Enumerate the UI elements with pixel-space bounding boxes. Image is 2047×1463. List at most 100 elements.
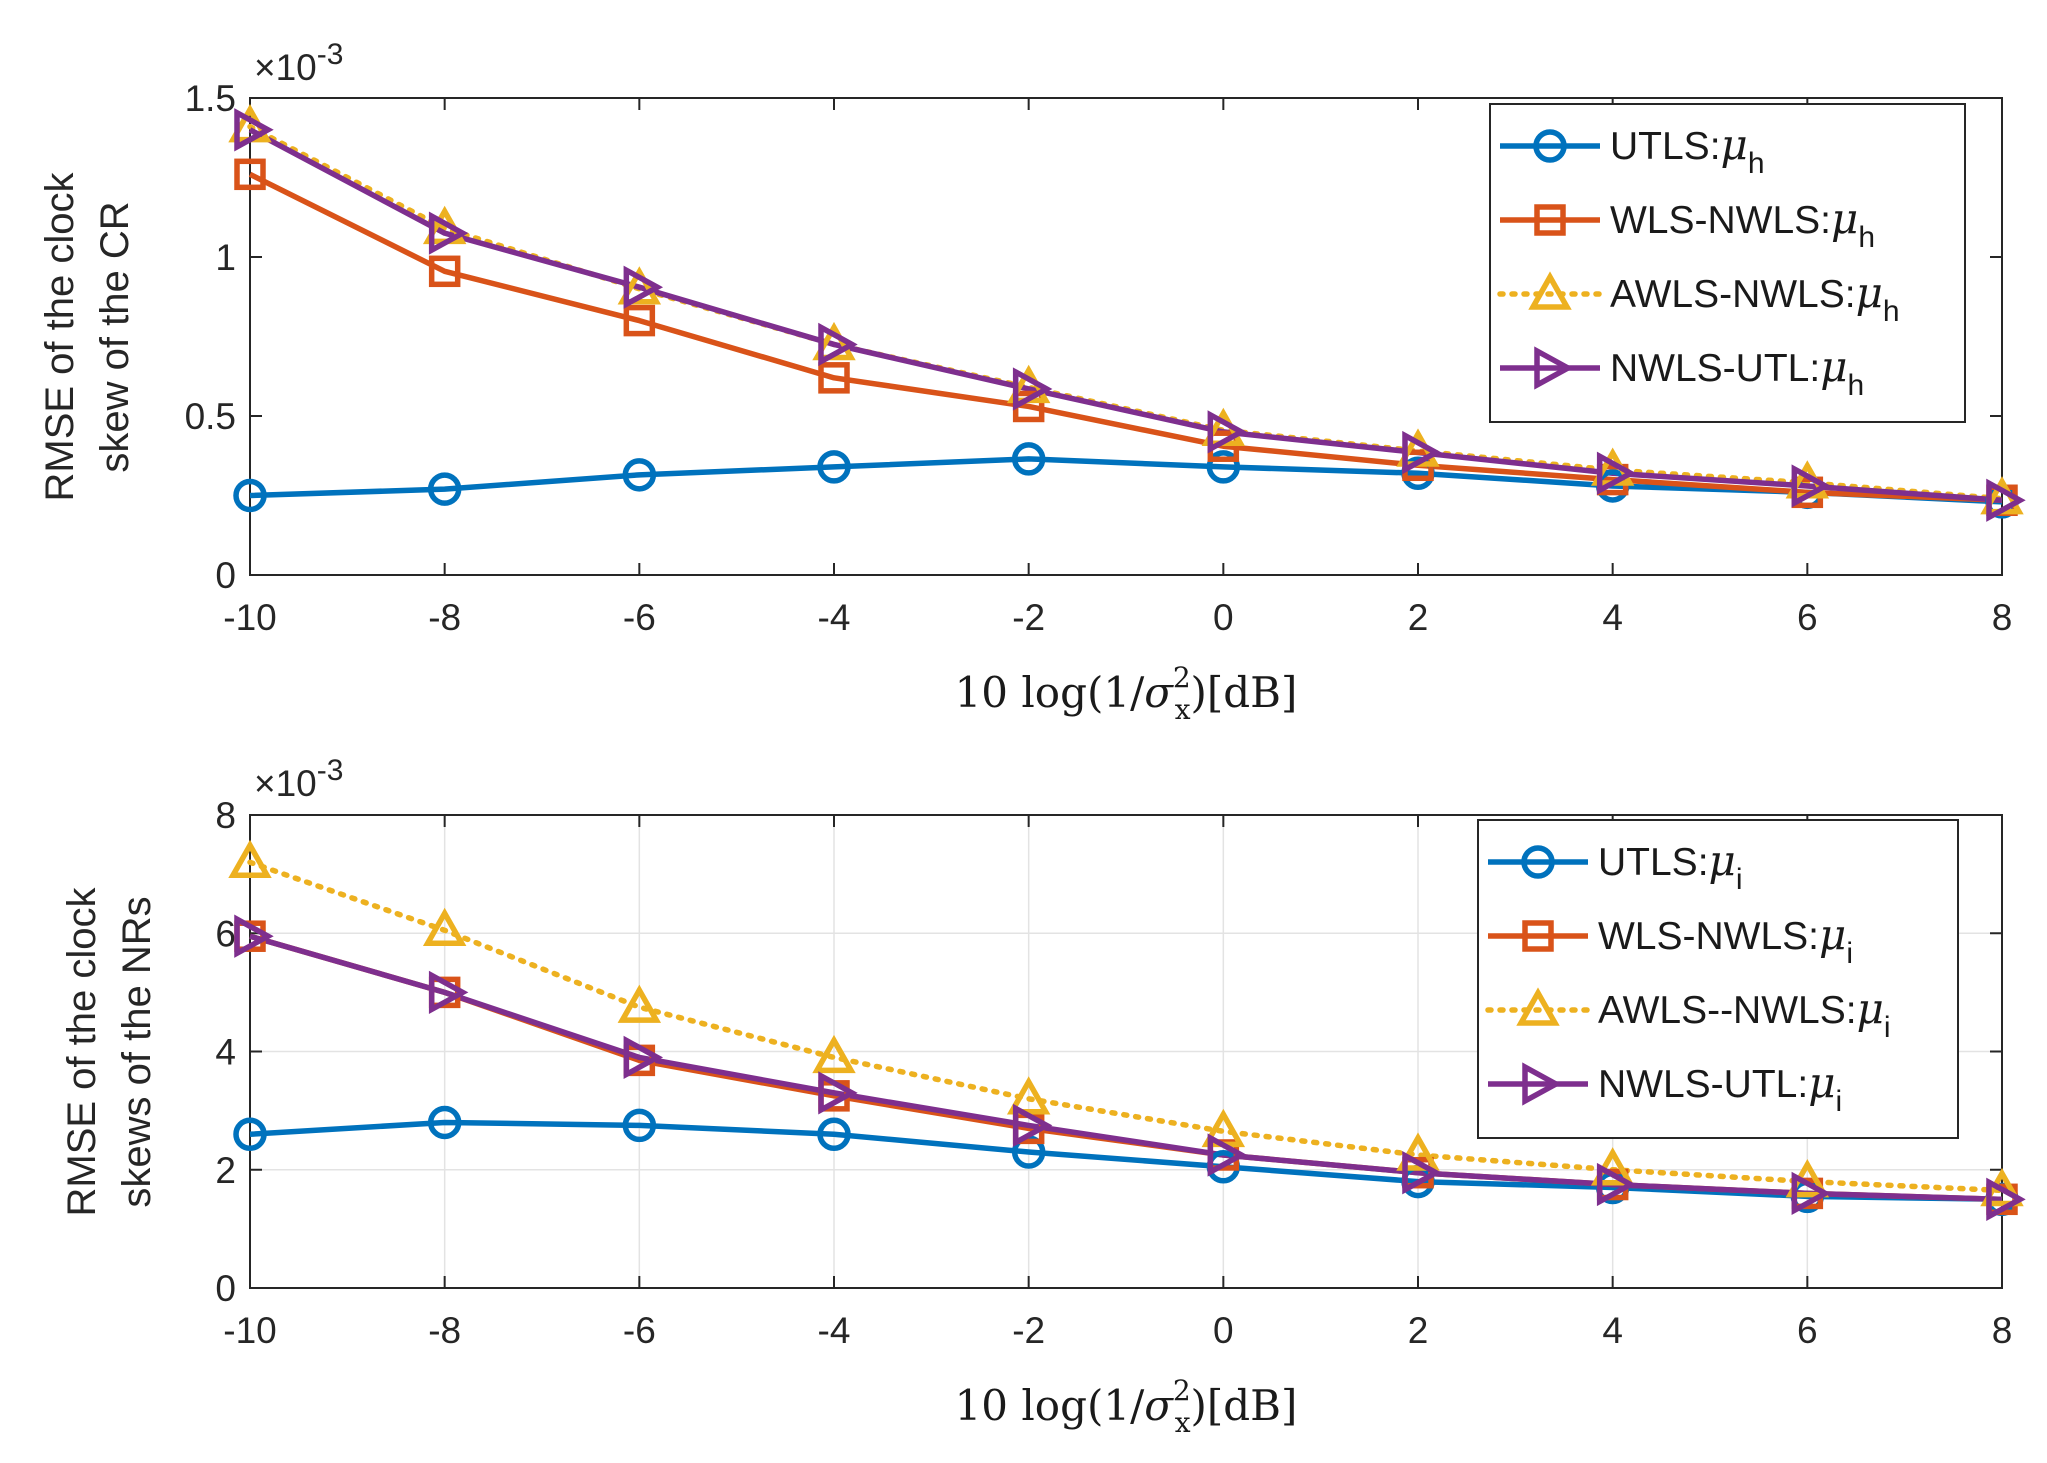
legend-label-name: UTLS:: [1610, 125, 1721, 168]
x-label-sigma: σ: [1144, 668, 1174, 717]
data-point: [1986, 1177, 2026, 1221]
legend-label-sub: i: [1835, 1085, 1842, 1118]
legend-label-utls: UTLS:μh: [1610, 120, 1765, 180]
data-point: [1791, 1171, 1832, 1216]
data-point: [1402, 430, 1442, 475]
x-tick-label: 8: [1992, 1310, 2013, 1351]
legend-label-name: WLS-NWLS:: [1598, 915, 1819, 958]
x-label-sup: 2: [1173, 1374, 1191, 1407]
x-axis-label: 10 log(1/σ2 x)[dB]: [955, 1374, 1298, 1439]
x-tick-label: -4: [818, 1310, 851, 1351]
legend-label-sub: h: [1858, 221, 1875, 254]
x-tick-label: 4: [1602, 597, 1623, 638]
legend-label-nwls_utl: NWLS-UTL:μi: [1598, 1058, 1842, 1118]
legend-label-sub: i: [1736, 863, 1743, 896]
data-point: [817, 1117, 851, 1152]
y-tick-label: 8: [215, 795, 236, 836]
data-point: [817, 450, 851, 484]
x-tick-label: -6: [623, 597, 656, 638]
y-exponent-base: ×10: [254, 763, 317, 804]
data-point: [422, 907, 467, 947]
data-point: [1986, 478, 2026, 522]
data-point: [1012, 367, 1053, 411]
legend-label-sub: i: [1846, 937, 1853, 970]
legend-label-name: NWLS-UTL:: [1610, 347, 1820, 390]
series-group: [228, 839, 2026, 1221]
legend-marker-wls_nwls: [1534, 204, 1566, 236]
legend-label-mu: μ: [1856, 268, 1883, 317]
series-line-wls_nwls: [248, 171, 2003, 504]
legend-marker-nwls_utl: [1522, 1062, 1562, 1106]
data-point: [617, 266, 662, 305]
legend-label-wls_nwls: WLS-NWLS:μh: [1610, 194, 1875, 254]
data-point: [818, 1071, 858, 1115]
data-point: [818, 362, 850, 394]
y-tick-label: 0.5: [185, 396, 236, 437]
data-point: [818, 322, 858, 367]
data-point: [1207, 410, 1248, 454]
legend-label-name: AWLS--NWLS:: [1598, 989, 1857, 1032]
legend-label-mu: μ: [1721, 120, 1748, 169]
y-tick-label: 0: [215, 555, 236, 596]
data-point: [623, 304, 656, 337]
x-tick-label: -8: [428, 1310, 461, 1351]
data-point: [1206, 450, 1241, 484]
legend-label-name: UTLS:: [1598, 841, 1709, 884]
x-tick-label: 0: [1213, 597, 1234, 638]
legend-label-mu: μ: [1808, 1058, 1835, 1107]
x-tick-label: 0: [1213, 1310, 1234, 1351]
y-tick-label: 6: [215, 913, 236, 954]
x-tick-label: -2: [1012, 597, 1045, 638]
legend-label-awls_nwls: AWLS-NWLS:μh: [1610, 268, 1900, 328]
legend-label-name: WLS-NWLS:: [1610, 199, 1831, 242]
x-tick-label: 2: [1408, 597, 1429, 638]
legend-label-sub: h: [1883, 295, 1900, 328]
data-point: [622, 1108, 657, 1143]
y-axis-label-line-1: RMSE of the clock: [60, 887, 104, 1217]
data-point: [234, 914, 274, 958]
y-tick-label: 1.5: [185, 78, 236, 119]
y-exponent-power: -3: [317, 38, 344, 71]
data-point: [428, 255, 461, 288]
x-tick-label: -2: [1012, 1310, 1045, 1351]
data-point: [622, 458, 657, 492]
y-axis-label-line-2: skews of the NRs: [115, 896, 159, 1207]
legend-label-sub: h: [1847, 369, 1864, 402]
data-point: [427, 472, 462, 506]
data-point: [1207, 1133, 1248, 1177]
data-point: [428, 211, 469, 255]
legend-label-wls_nwls: WLS-NWLS:μi: [1598, 910, 1853, 970]
data-point: [1980, 1167, 2024, 1207]
y-tick-label: 0: [215, 1268, 236, 1309]
data-point: [234, 108, 274, 152]
y-axis-label-line-2: skew of the CR: [93, 201, 137, 472]
x-tick-label: -8: [428, 597, 461, 638]
y-exponent-base: ×10: [254, 47, 317, 88]
legend-marker-utls: [1533, 129, 1567, 163]
legend-label-mu: μ: [1857, 984, 1884, 1033]
legend: UTLS:μhWLS-NWLS:μhAWLS-NWLS:μhNWLS-UTL:μ…: [1489, 103, 1966, 423]
series-line-nwls_utl: [249, 933, 2003, 1203]
legend-marker-utls: [1521, 845, 1555, 879]
series-group: [228, 104, 2026, 522]
legend-label-mu: μ: [1831, 194, 1858, 243]
y-exponent-label: ×10-3: [254, 38, 343, 88]
x-label-sub: x: [1175, 1406, 1191, 1439]
x-tick-label: -4: [818, 597, 851, 638]
series-markers-awls_nwls: [228, 839, 2024, 1207]
legend: UTLS:μiWLS-NWLS:μiAWLS--NWLS:μiNWLS-UTL:…: [1477, 819, 1959, 1139]
data-point: [623, 265, 664, 309]
x-label-sub: x: [1175, 693, 1191, 726]
data-point: [1012, 1103, 1053, 1148]
series-markers-nwls_utl: [234, 108, 2026, 522]
data-point: [1402, 1151, 1442, 1195]
x-tick-label: 6: [1797, 597, 1818, 638]
x-label-sigma: σ: [1144, 1381, 1174, 1430]
legend-marker-wls_nwls: [1522, 920, 1554, 952]
legend-marker-awls_nwls: [1528, 271, 1572, 310]
data-point: [233, 478, 267, 513]
x-tick-label: 6: [1797, 1310, 1818, 1351]
data-point: [812, 1034, 856, 1074]
legend-label-name: NWLS-UTL:: [1598, 1063, 1808, 1106]
x-tick-label: -10: [223, 1310, 276, 1351]
